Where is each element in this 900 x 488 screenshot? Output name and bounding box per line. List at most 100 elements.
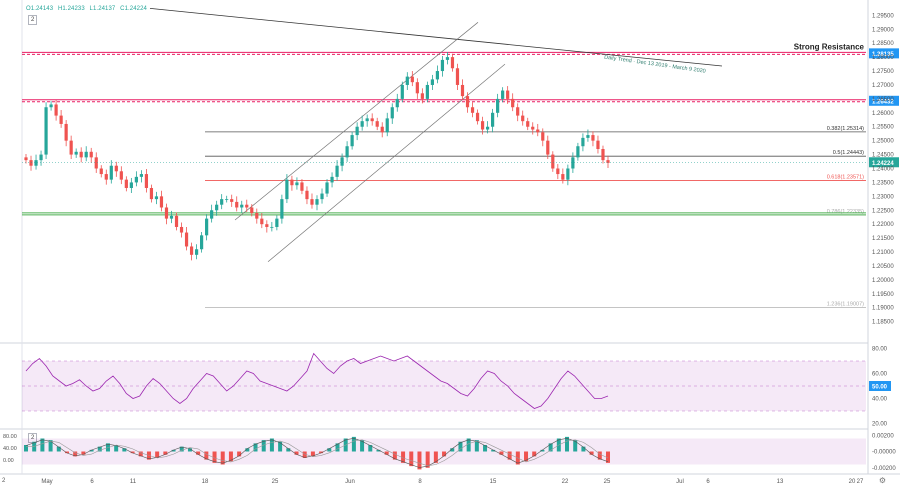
osc-bar — [220, 451, 225, 465]
candle-body — [270, 226, 274, 228]
time-tick-label: 13 — [777, 479, 784, 485]
candle-body — [84, 151, 88, 158]
candle-body — [521, 115, 525, 122]
osc-bar — [261, 440, 266, 452]
rsi-value-tag — [869, 381, 891, 391]
candle-body — [280, 199, 284, 219]
osc-bar — [442, 451, 447, 457]
candle-body — [566, 168, 570, 180]
candle-body — [460, 84, 465, 97]
gear-icon[interactable]: ⚙ — [878, 476, 886, 485]
candle-body — [205, 218, 209, 236]
high-value: H1.24233 — [57, 6, 85, 12]
candle-body — [435, 71, 440, 80]
osc-bar — [278, 441, 283, 452]
osc-tick-label: -0.00200 — [872, 466, 896, 472]
fib-label: 0.382(1.25314) — [827, 126, 864, 132]
candle-body — [159, 196, 164, 208]
rsi-tick-label: 60.00 — [872, 372, 888, 378]
osc-bar — [392, 451, 397, 460]
time-tick-label: 8 — [418, 479, 422, 485]
fib-label: 0.618(1.23571) — [827, 174, 864, 180]
osc-bar — [581, 446, 586, 452]
candle-body — [541, 132, 545, 141]
candle-body — [455, 68, 460, 85]
time-tick-label: Jul — [676, 479, 684, 485]
main-pane-counter[interactable]: 2 — [28, 15, 38, 25]
resistance-2-price-tag — [869, 95, 899, 106]
candle-body — [551, 154, 555, 169]
fib-label: 0.786(1.22335) — [827, 209, 864, 215]
osc-bar — [360, 440, 365, 452]
osc-bar — [253, 443, 258, 452]
price-tick-label: 1.27500 — [872, 69, 894, 75]
osc-bar — [163, 451, 168, 455]
osc-bar — [89, 449, 94, 452]
osc-bar — [64, 451, 69, 454]
osc-bar — [130, 451, 135, 454]
candle-body — [315, 199, 319, 205]
candle-body — [139, 174, 143, 177]
candle-body — [440, 59, 445, 72]
rsi-tick-label: 40.00 — [872, 397, 888, 403]
candle-body — [390, 107, 394, 119]
osc-bar — [24, 445, 28, 452]
candle-body — [164, 207, 169, 219]
strong-resistance-label: Strong Resistance — [794, 42, 865, 51]
osc-bar — [409, 451, 414, 467]
candle-body — [154, 196, 159, 200]
candle-body — [194, 249, 199, 255]
price-tick-label: 1.27000 — [872, 83, 894, 89]
candle-body — [240, 204, 244, 208]
candle-body — [395, 98, 399, 108]
osc-bar — [294, 451, 299, 455]
candle-body — [245, 204, 249, 208]
osc-left-tick-label: 0.00 — [3, 458, 14, 464]
candle-body — [586, 135, 590, 138]
candle-body — [506, 90, 510, 99]
candle-body — [370, 118, 374, 122]
time-tick-label: May — [41, 479, 52, 485]
osc-signal-line — [25, 437, 609, 468]
candle-body — [526, 121, 530, 127]
candle-body — [144, 174, 149, 188]
osc-bar — [228, 451, 233, 462]
osc-bar — [48, 440, 53, 452]
candle-body — [179, 226, 184, 233]
candle-body — [44, 107, 48, 155]
time-tick-label: 27 — [857, 479, 864, 485]
price-tick-label: 1.23000 — [872, 194, 894, 200]
osc-bar — [565, 436, 570, 452]
candle-body — [59, 115, 63, 124]
candle-body — [561, 174, 565, 180]
candle-body — [265, 224, 269, 227]
corner-label: 2 — [2, 478, 6, 484]
price-tick-label: 1.24000 — [872, 167, 894, 173]
candle-body — [340, 157, 344, 166]
osc-bar — [368, 445, 373, 452]
osc-bar — [548, 443, 553, 452]
candle-body — [546, 140, 550, 155]
osc-bar — [417, 451, 422, 470]
osc-bar — [179, 446, 184, 452]
price-tick-label: 1.20000 — [872, 278, 894, 284]
candle-body — [79, 151, 83, 158]
main-pane-counter-text: 2 — [31, 17, 35, 23]
candle-body — [360, 121, 364, 127]
price-tick-label: 1.26000 — [872, 111, 894, 117]
osc-bar — [458, 441, 463, 452]
osc-bar — [589, 451, 594, 455]
candle-body — [491, 112, 495, 127]
candle-body — [375, 121, 379, 127]
osc-bar — [425, 451, 430, 468]
close-value: C1.24224 — [120, 6, 147, 12]
candle-body — [74, 151, 78, 155]
time-tick-label: 25 — [604, 479, 611, 485]
candle-body — [485, 126, 490, 130]
price-tick-label: 1.25000 — [872, 139, 894, 145]
candle-body — [380, 126, 384, 133]
candle-body — [290, 179, 294, 186]
candle-body — [230, 199, 234, 202]
price-tick-label: 1.24500 — [872, 153, 894, 159]
